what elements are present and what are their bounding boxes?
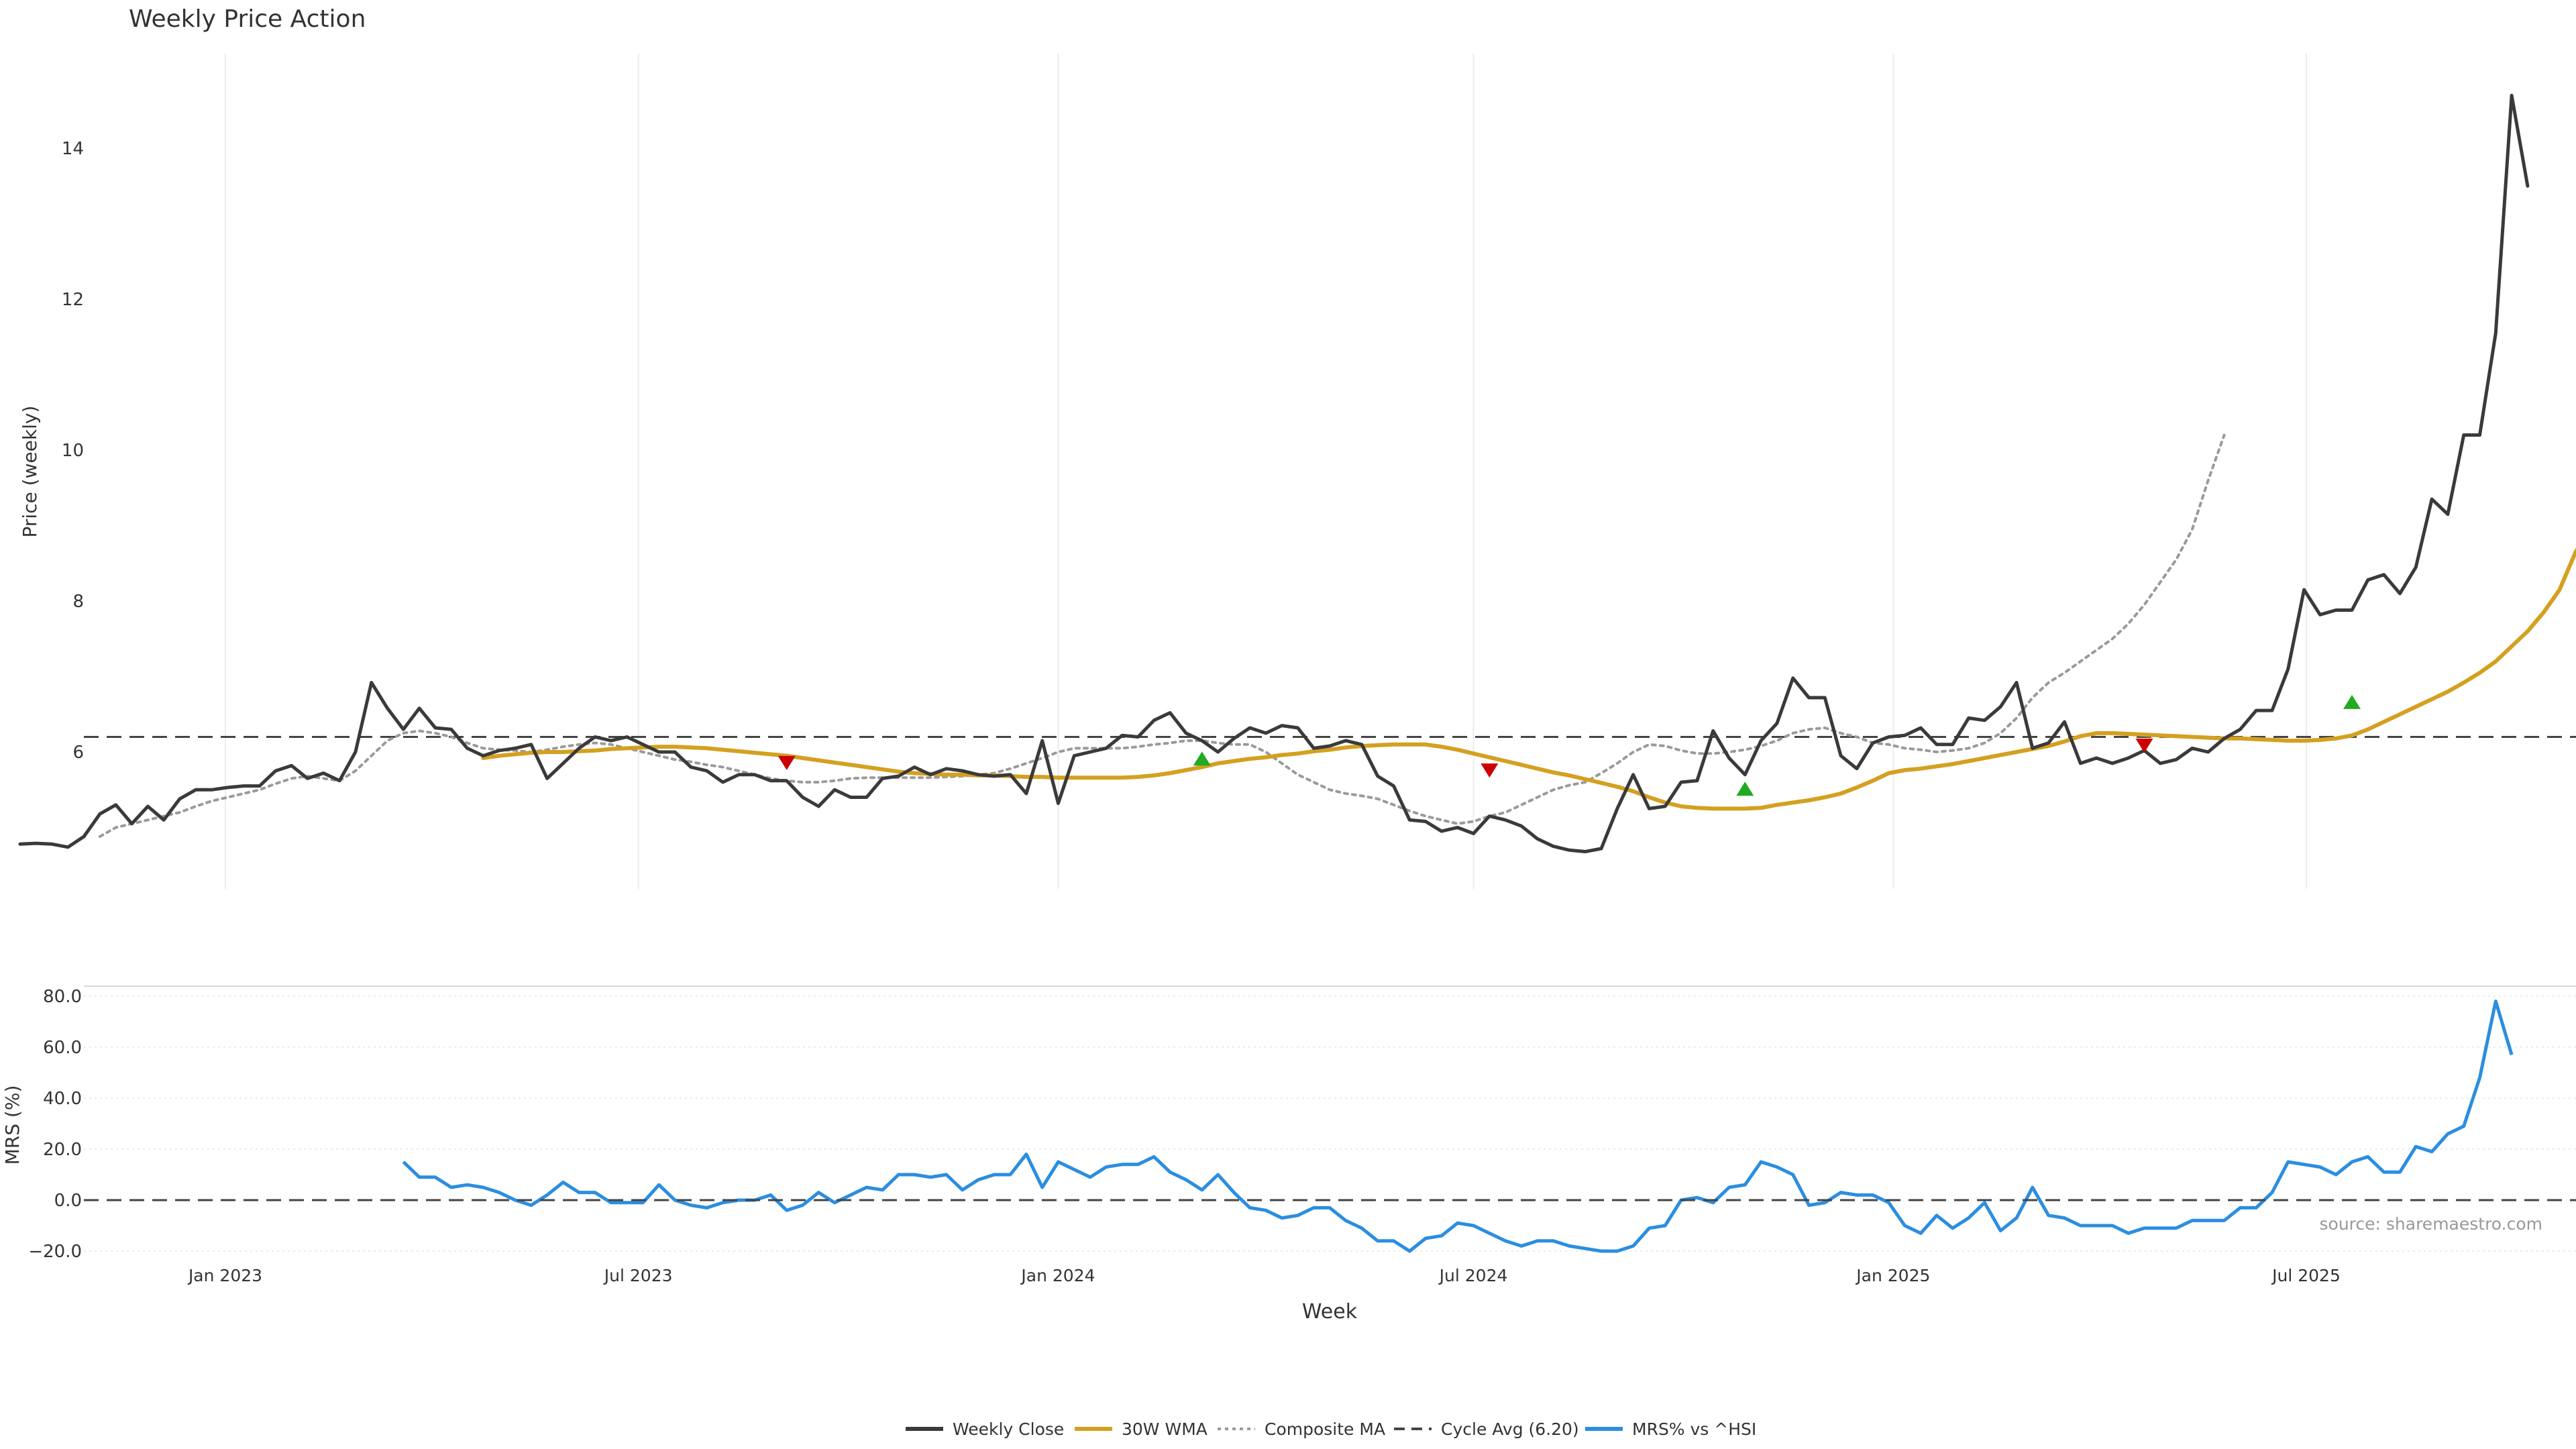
legend: Weekly Close 30W WMA Composite MA Cycle Avg… xyxy=(906,1419,1756,1439)
mrs-y-axis-label: MRS (%) xyxy=(1,1085,23,1165)
legend-entry-label: MRS% vs ^HSI xyxy=(1632,1419,1756,1439)
buy-signal-marker xyxy=(2343,694,2361,709)
mrs-y-tick-label: 80.0 xyxy=(43,987,82,1007)
x-tick-label: Jan 2023 xyxy=(187,1266,262,1285)
legend-entry-label: 30W WMA xyxy=(1122,1419,1208,1439)
legend-entry-label: Weekly Close xyxy=(953,1419,1064,1439)
composite-ma-line xyxy=(98,433,2226,838)
source-note: source: sharemaestro.com xyxy=(2320,1214,2543,1234)
mrs-line xyxy=(402,1000,2514,1253)
buy-signal-marker xyxy=(1193,751,1211,766)
x-axis-label: Week xyxy=(1302,1300,1358,1324)
price-lines xyxy=(18,93,2576,853)
price-y-tick-label: 6 xyxy=(72,743,84,763)
axes-text: Jan 2023 Jul 2023 Jan 2024 Jul 2024 Jan 2025… xyxy=(28,139,2341,1285)
x-tick-label: Jan 2025 xyxy=(1855,1266,1930,1285)
mrs-y-tick-label: 40.0 xyxy=(43,1089,82,1109)
price-y-tick-label: 8 xyxy=(72,592,84,612)
mrs-y-tick-label: 60.0 xyxy=(43,1038,82,1058)
mrs-grid xyxy=(84,985,2576,1252)
signal-markers xyxy=(777,694,2361,796)
mrs-lines xyxy=(84,1000,2576,1253)
buy-signal-marker xyxy=(1736,782,1754,796)
price-y-axis-label: Price (weekly) xyxy=(19,406,41,538)
30w-wma-line xyxy=(481,547,2576,811)
price-y-tick-label: 14 xyxy=(62,139,84,159)
mrs-y-tick-label: 20.0 xyxy=(43,1140,82,1160)
mrs-y-tick-label: −20.0 xyxy=(28,1242,82,1262)
weekly-close-line xyxy=(18,93,2530,853)
chart-title: Weekly Price Action xyxy=(129,5,366,33)
mrs-y-tick-label: 0.0 xyxy=(54,1191,82,1211)
x-tick-label: Jan 2024 xyxy=(1020,1266,1095,1285)
sell-signal-marker xyxy=(777,755,796,770)
price-y-tick-label: 10 xyxy=(62,441,84,461)
sell-signal-marker xyxy=(2135,739,2153,753)
x-tick-label: Jul 2025 xyxy=(2271,1266,2341,1285)
x-tick-label: Jul 2023 xyxy=(603,1266,673,1285)
legend-entry-label: Cycle Avg (6.20) xyxy=(1441,1419,1579,1439)
sell-signal-marker xyxy=(1481,763,1499,778)
price-grid xyxy=(225,54,2307,889)
x-tick-label: Jul 2024 xyxy=(1438,1266,1508,1285)
price-y-tick-label: 12 xyxy=(62,290,84,310)
legend-entry-label: Composite MA xyxy=(1265,1419,1385,1439)
